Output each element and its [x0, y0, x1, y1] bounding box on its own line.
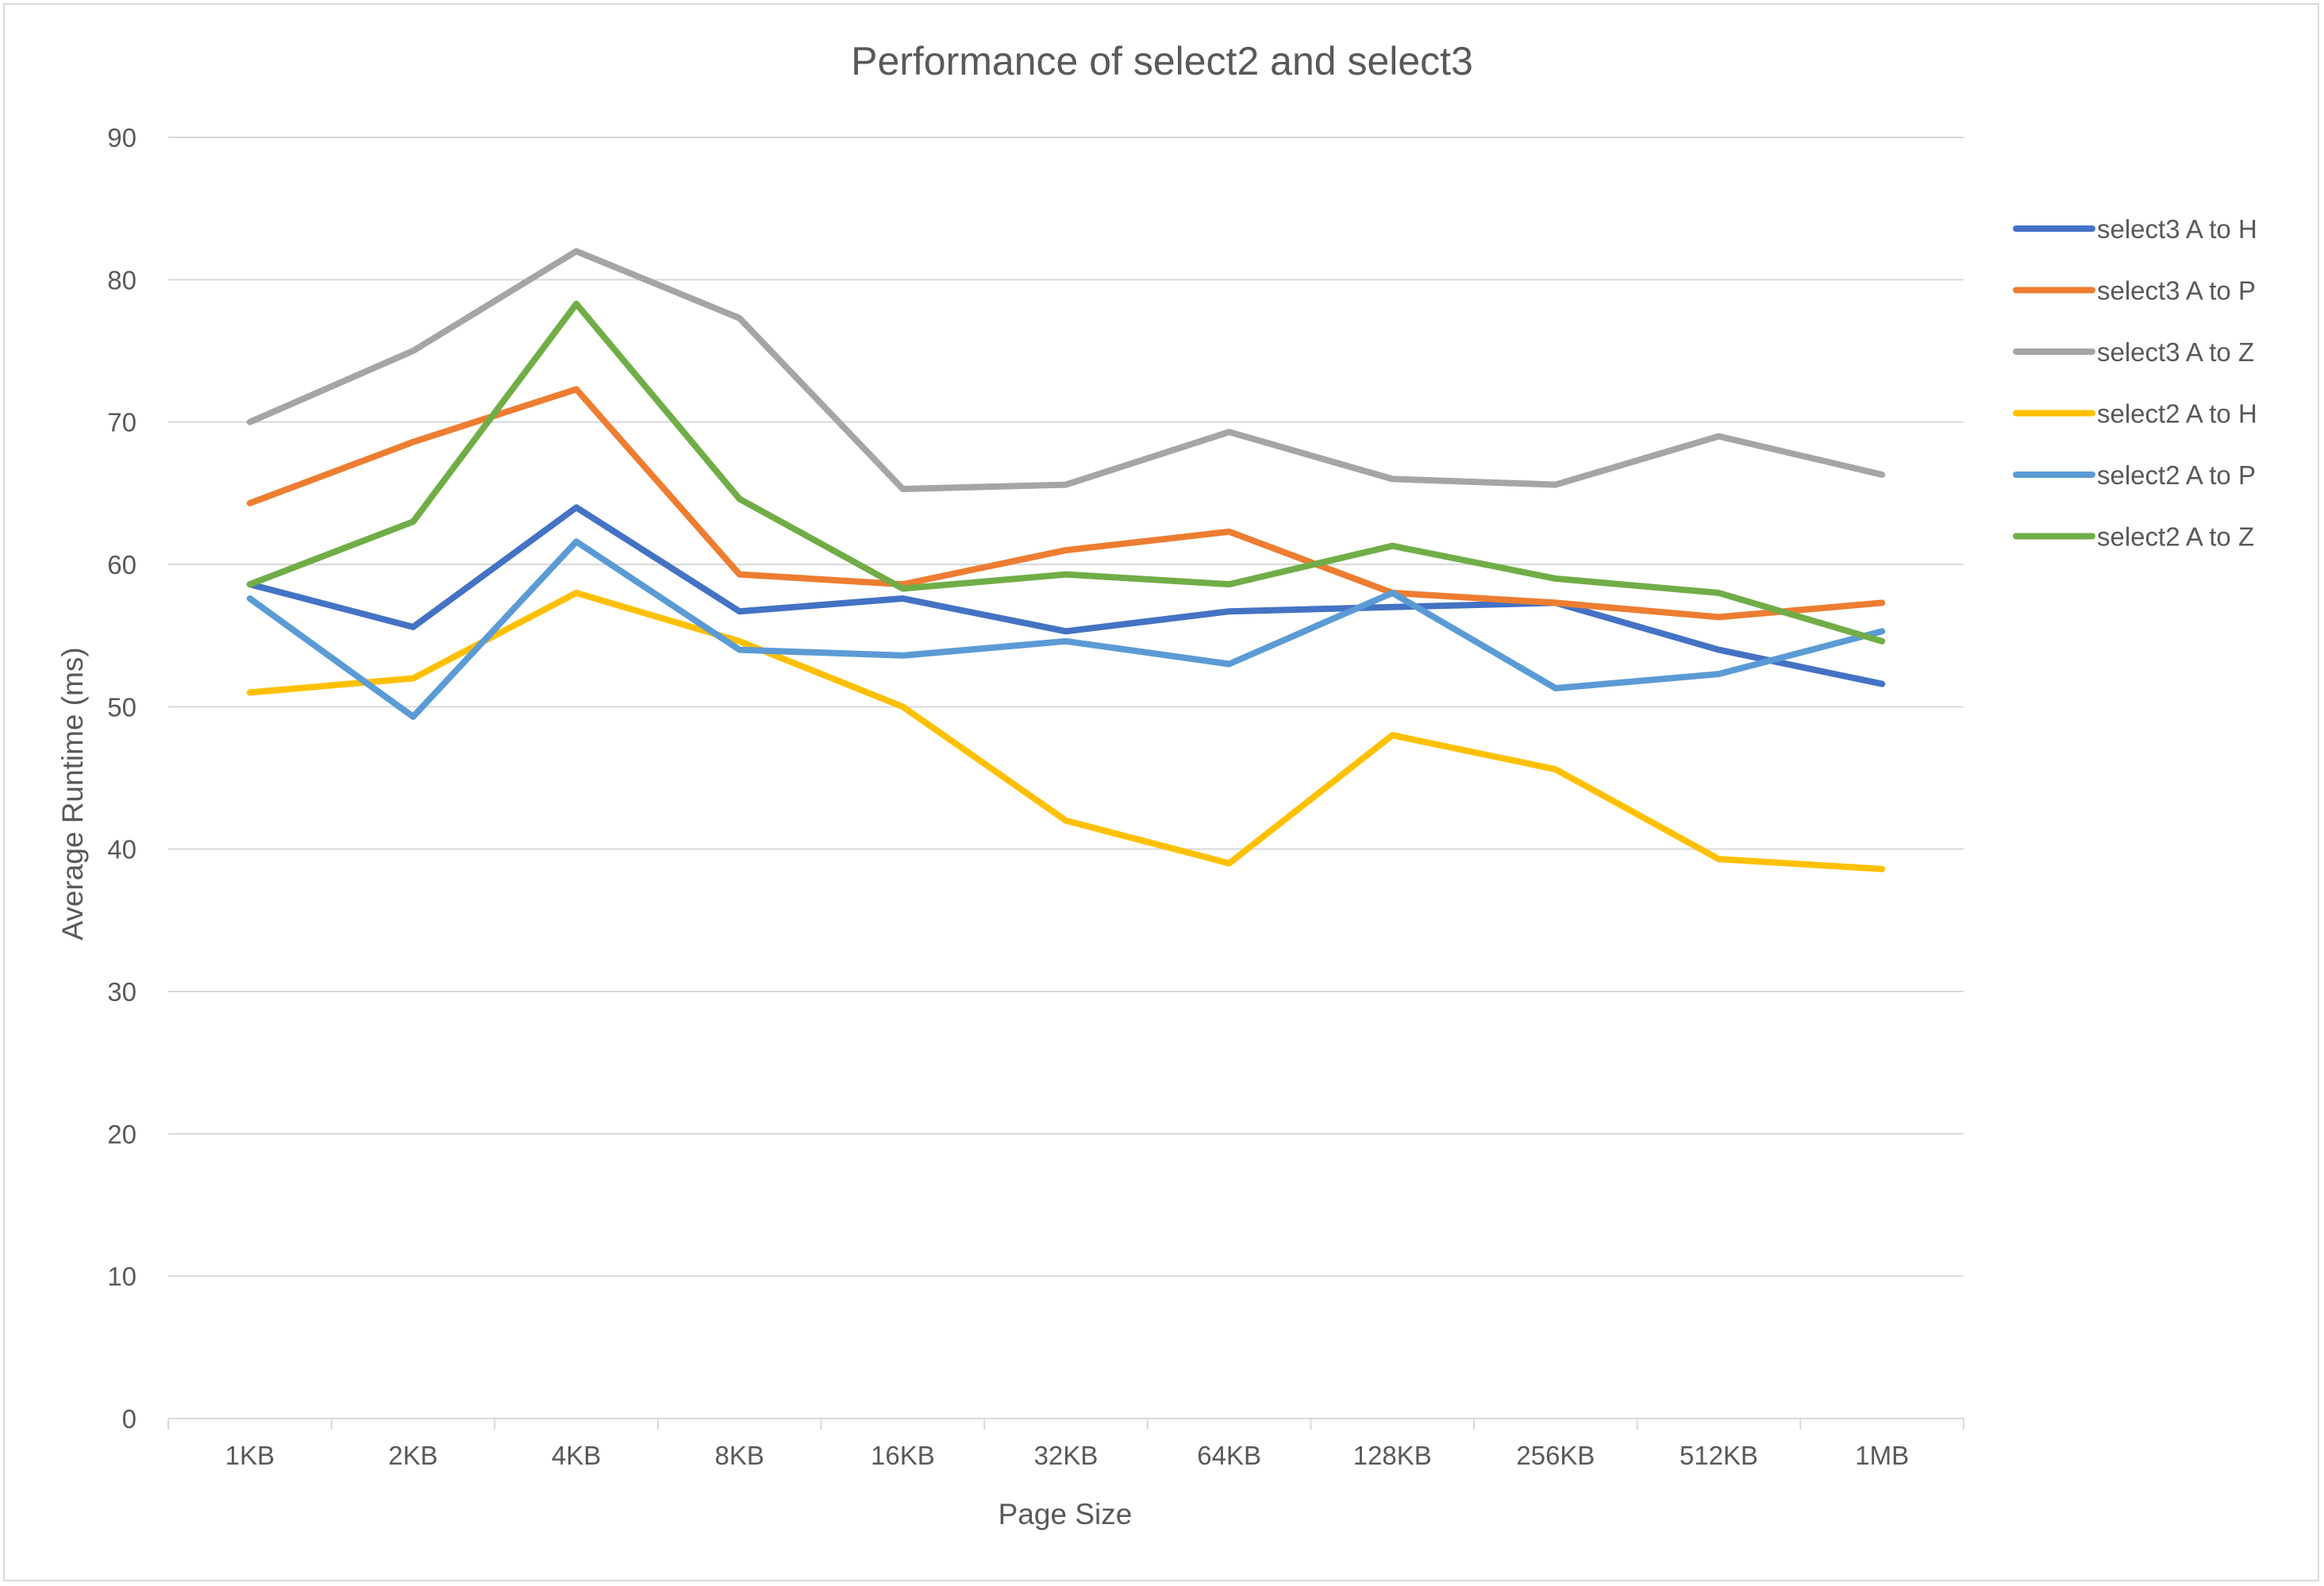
series-line-select2-a-to-p: [246, 538, 1886, 720]
series-lines: [246, 248, 1886, 872]
x-tick-label: 64KB: [1197, 1441, 1261, 1470]
y-axis-title: Average Runtime (ms): [56, 647, 89, 940]
x-tick-label: 8KB: [715, 1441, 764, 1470]
x-axis: [167, 1418, 1964, 1430]
y-tick-label: 30: [107, 977, 137, 1007]
y-tick-label: 0: [122, 1404, 137, 1434]
y-tick-label: 80: [107, 265, 137, 294]
y-tick-label: 60: [107, 550, 137, 579]
series-line-select3-a-to-p: [246, 386, 1886, 621]
y-tick-label: 20: [107, 1119, 137, 1149]
legend: select3 A to H select3 A to P select3 A to…: [2013, 214, 2257, 552]
x-axis-title: Page Size: [998, 1498, 1133, 1530]
legend-label-select3-a-to-h: select3 A to H: [2097, 214, 2257, 244]
legend-label-select3-a-to-z: select3 A to Z: [2097, 337, 2254, 367]
x-tick-label: 2KB: [388, 1441, 437, 1470]
x-tick-label: 1KB: [225, 1441, 275, 1470]
y-tick-label: 70: [107, 408, 137, 437]
y-axis-tick-labels: 0 10 20 30 40 50 60 70 80 90: [107, 123, 137, 1434]
chart-title: Performance of select2 and select3: [851, 39, 1473, 83]
legend-label-select2-a-to-p: select2 A to P: [2097, 460, 2256, 490]
x-tick-label: 128KB: [1353, 1441, 1432, 1470]
legend-label-select3-a-to-p: select3 A to P: [2097, 276, 2256, 306]
x-tick-label: 16KB: [871, 1441, 935, 1470]
legend-label-select2-a-to-h: select2 A to H: [2097, 399, 2257, 429]
series-line-select2-a-to-h: [246, 589, 1886, 872]
x-tick-label: 32KB: [1034, 1441, 1099, 1470]
x-axis-tick-labels: 1KB 2KB 4KB 8KB 16KB 32KB 64KB 128KB 256KB 512KB 1…: [225, 1441, 1909, 1470]
y-tick-label: 90: [107, 123, 137, 152]
chart-frame: [3, 3, 2319, 1581]
y-tick-label: 10: [107, 1262, 137, 1292]
x-tick-label: 1MB: [1855, 1441, 1909, 1470]
series-line-select3-a-to-h: [246, 504, 1886, 687]
legend-label-select2-a-to-z: select2 A to Z: [2097, 522, 2254, 552]
series-line-select3-a-to-z: [246, 248, 1886, 492]
y-tick-label: 40: [107, 835, 137, 864]
series-line-select2-a-to-z: [246, 300, 1886, 645]
gridlines: [168, 137, 1964, 1277]
y-tick-label: 50: [107, 692, 137, 722]
x-tick-label: 4KB: [552, 1441, 601, 1470]
x-tick-label: 256KB: [1516, 1441, 1595, 1470]
x-tick-label: 512KB: [1680, 1441, 1758, 1470]
